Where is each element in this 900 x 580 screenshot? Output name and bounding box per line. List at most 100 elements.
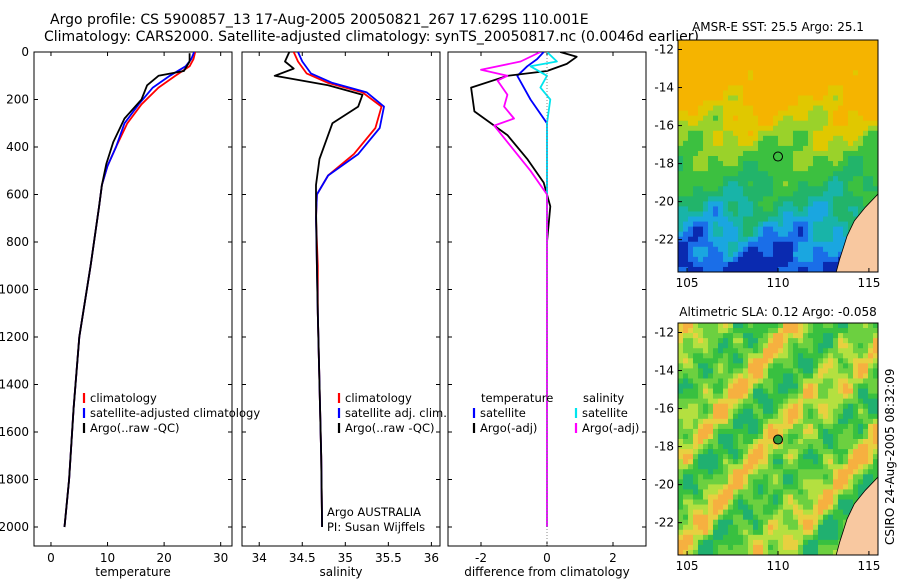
map-cell [688,323,694,329]
map-cell [768,110,774,117]
map-cell [818,459,824,465]
map-cell [848,504,854,511]
map-cell [778,534,784,541]
map-cell [678,433,684,440]
map-cell [858,454,864,460]
map-cell [798,363,804,369]
map-cell [793,529,799,536]
land-mass [835,476,878,555]
map-cell [813,474,819,480]
map-cell [748,266,754,272]
map-cell [853,55,859,61]
map-cell [768,413,774,420]
map-cell [778,413,784,420]
map-cell [818,186,824,192]
map-cell [833,140,839,147]
map-cell [693,90,699,97]
map-cell [778,499,784,506]
map-cell [838,413,844,420]
map-cell [838,125,844,132]
map-cell [723,433,729,440]
map-cell [688,256,694,263]
map-cell [733,166,739,172]
map-cell [763,499,769,506]
map-cell [723,251,729,258]
map-cell [743,544,749,551]
map-cell [683,423,689,430]
map-cell [778,105,784,112]
map-cell [703,413,709,420]
map-cell [768,90,774,97]
map-cell [743,256,749,263]
map-cell [788,110,794,117]
map-cell [848,201,854,208]
map-cell [773,323,779,329]
map-cell [748,469,754,475]
map-cell [708,519,714,526]
map-cell [708,499,714,506]
map-cell [783,524,789,531]
map-cell [748,479,754,485]
map-cell [713,166,719,172]
map-cell [763,373,769,380]
map-cell [803,105,809,112]
map-cell [738,358,744,364]
map-cell [803,251,809,258]
map-cell [763,161,769,167]
map-cell [708,186,714,192]
map-cell [838,418,844,425]
map-cell [808,226,814,233]
map-cell [708,166,714,172]
map-cell [848,176,854,182]
map-cell [693,236,699,243]
map-cell [703,469,709,475]
map-cell [778,191,784,197]
map-cell [758,110,764,117]
map-cell [838,383,844,390]
map-cell [833,261,839,268]
map-cell [733,75,739,81]
map-cell [718,50,724,56]
map-cell [788,534,794,541]
map-cell [703,145,709,152]
map-cell [843,393,849,400]
map-cell [713,338,719,344]
map-cell [753,231,759,238]
y-tick-label: -20 [654,478,674,492]
map-cell [738,343,744,349]
map-cell [683,343,689,349]
map-cell [763,529,769,536]
map-cell [818,231,824,238]
map-cell [803,196,809,202]
map-cell [753,413,759,420]
map-cell [778,140,784,147]
map-cell [723,509,729,516]
map-cell [693,130,699,137]
map-cell [818,196,824,202]
map-cell [708,115,714,122]
map-cell [733,226,739,233]
map-cell [833,328,839,334]
map-cell [743,115,749,122]
map-cell [838,110,844,117]
map-cell [868,60,874,66]
map-cell [758,231,764,238]
map-cell [713,145,719,152]
map-cell [828,348,834,354]
map-cell [783,514,789,521]
map-cell [833,85,839,92]
map-cell [778,469,784,475]
map-cell [833,358,839,364]
map-cell [773,408,779,415]
map-cell [743,105,749,112]
map-cell [813,353,819,359]
map-cell [838,70,844,76]
map-cell [698,85,704,92]
map-cell [708,484,714,491]
map-cell [803,100,809,107]
map-cell [683,181,689,187]
map-cell [773,499,779,506]
map-cell [843,85,849,92]
map-cell [748,226,754,233]
map-cell [678,171,684,177]
